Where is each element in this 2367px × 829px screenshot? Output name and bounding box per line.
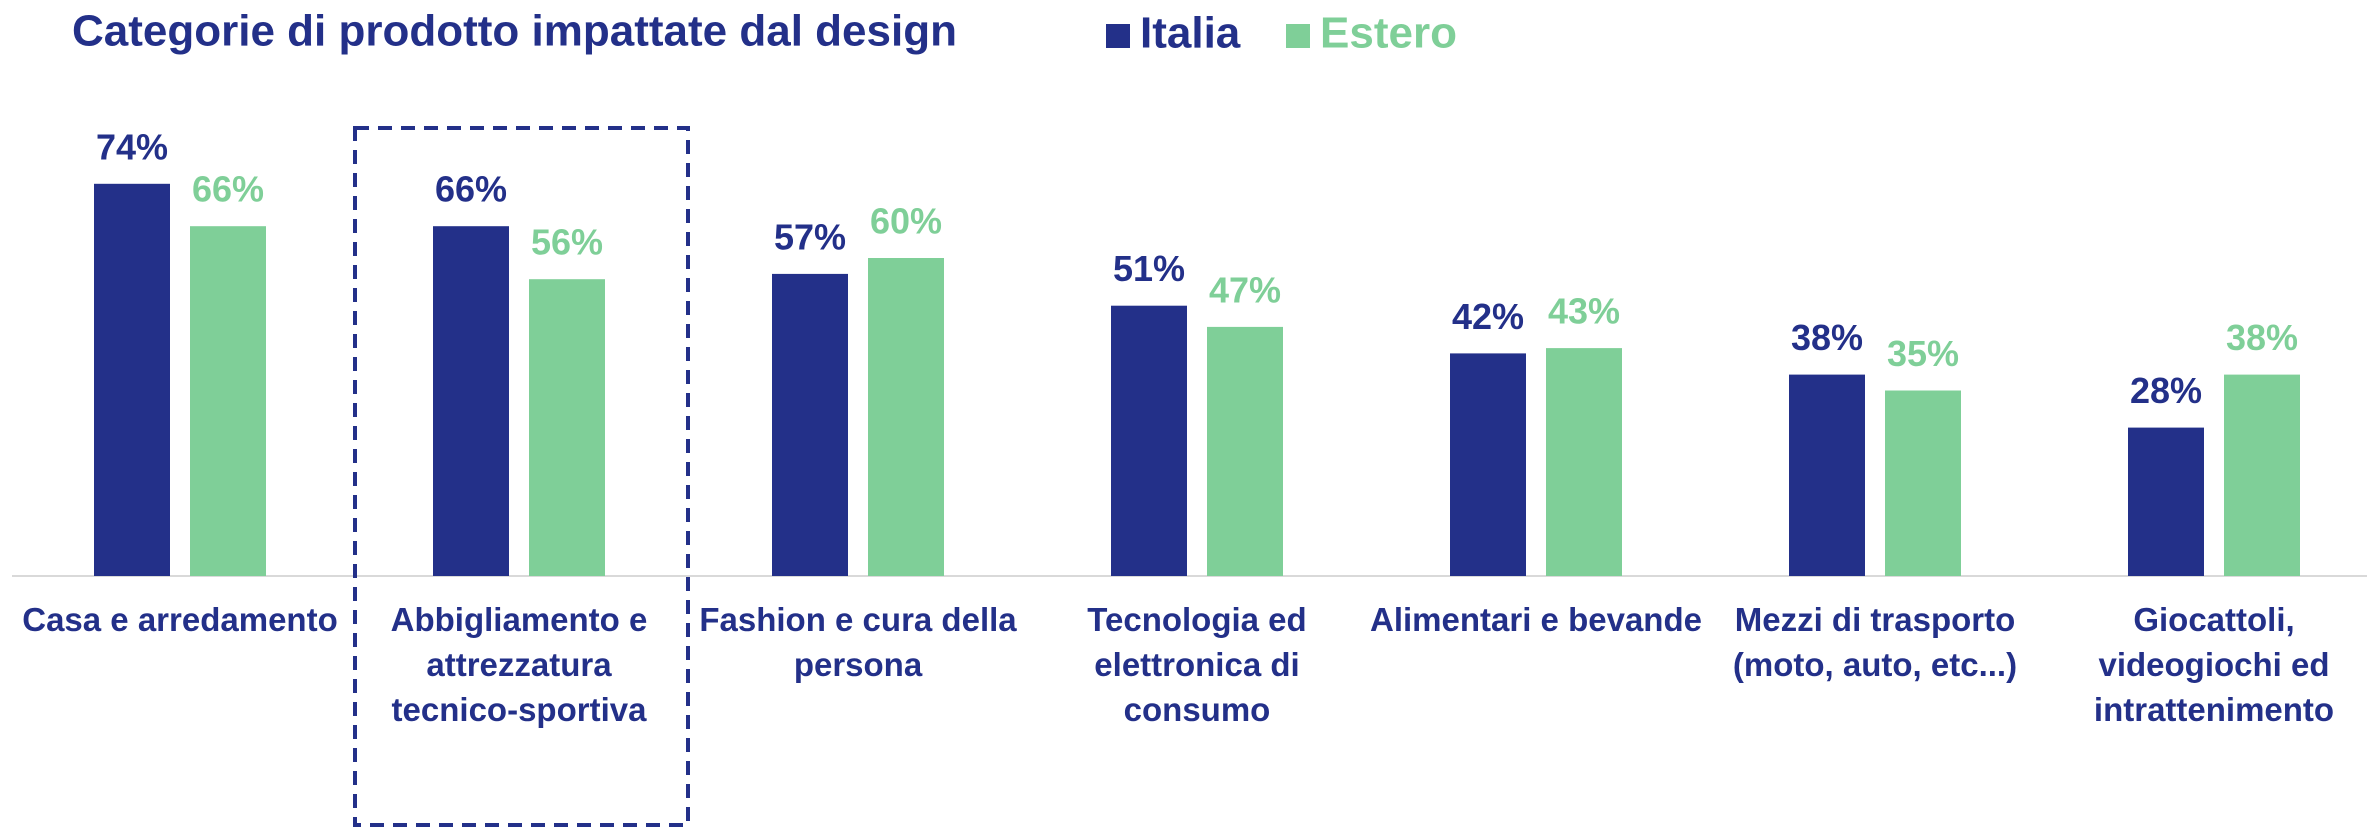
bar xyxy=(2128,427,2204,576)
legend-label: Italia xyxy=(1140,9,1241,58)
label-line: Fashion e cura della xyxy=(699,601,1017,638)
value-label: 35% xyxy=(1887,333,1959,374)
value-label: 47% xyxy=(1209,269,1281,310)
label-line: Abbigliamento e xyxy=(391,601,648,638)
legend-label: Estero xyxy=(1320,9,1457,58)
bar xyxy=(1450,353,1526,576)
x-tick-label: Fashion e cura della persona xyxy=(699,601,1017,683)
bar xyxy=(772,273,848,576)
value-label: 66% xyxy=(192,169,264,210)
label-line: Casa e arredamento xyxy=(22,601,337,638)
label-line: Tecnologia ed xyxy=(1087,601,1306,638)
bar xyxy=(1207,326,1283,576)
bar xyxy=(868,258,944,576)
bar xyxy=(529,279,605,576)
x-tick-label: Alimentari e bevande xyxy=(1370,601,1702,638)
x-tick-label: Tecnologia ed elettronica di consumo xyxy=(1087,601,1306,728)
x-tick-label: Giocattoli, videogiochi ed intrattenimento xyxy=(2094,601,2334,728)
legend-swatch xyxy=(1106,24,1130,48)
value-label: 57% xyxy=(774,216,846,257)
value-label: 60% xyxy=(870,201,942,242)
x-tick-label: Mezzi di trasporto (moto, auto, etc...) xyxy=(1733,601,2017,683)
value-label: 38% xyxy=(2226,317,2298,358)
label-line: (moto, auto, etc...) xyxy=(1733,646,2017,683)
label-line: persona xyxy=(794,646,923,683)
legend-swatch xyxy=(1286,24,1310,48)
value-label: 56% xyxy=(531,222,603,263)
label-line: Mezzi di trasporto xyxy=(1735,601,2016,638)
label-line: tecnico-sportiva xyxy=(392,691,648,728)
label-line: Alimentari e bevande xyxy=(1370,601,1702,638)
value-label: 74% xyxy=(96,126,168,167)
label-line: consumo xyxy=(1124,691,1271,728)
highlight-box xyxy=(353,126,690,827)
bar xyxy=(1885,390,1961,576)
value-label: 42% xyxy=(1452,296,1524,337)
bar xyxy=(190,226,266,576)
bar xyxy=(1111,305,1187,576)
chart-title: Categorie di prodotto impattate dal desi… xyxy=(72,7,957,56)
value-label: 43% xyxy=(1548,291,1620,332)
label-line: Giocattoli, xyxy=(2133,601,2294,638)
x-tick-label: Casa e arredamento xyxy=(22,601,337,638)
value-label: 66% xyxy=(435,169,507,210)
bar xyxy=(2224,374,2300,576)
value-label: 38% xyxy=(1791,317,1863,358)
label-line: videogiochi ed xyxy=(2098,646,2329,683)
x-tick-label: Abbigliamento e attrezzatura tecnico-sport… xyxy=(391,601,648,728)
bar xyxy=(94,183,170,577)
bar xyxy=(1789,374,1865,576)
value-label: 28% xyxy=(2130,370,2202,411)
value-label: 51% xyxy=(1113,248,1185,289)
label-line: elettronica di xyxy=(1094,646,1299,683)
bar xyxy=(1546,348,1622,576)
bar xyxy=(433,226,509,576)
label-line: intrattenimento xyxy=(2094,691,2334,728)
label-line: attrezzatura xyxy=(426,646,612,683)
